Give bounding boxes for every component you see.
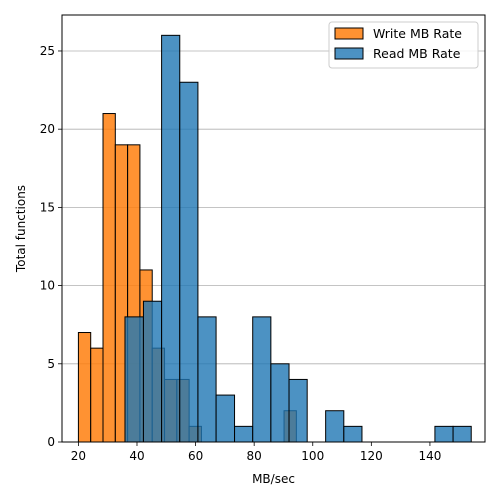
x-tick-label: 140 (418, 449, 441, 463)
y-axis-label: Total functions (14, 185, 28, 273)
y-axis-ticks: 0 5 10 15 20 25 (40, 44, 62, 449)
y-tick-label: 10 (40, 279, 55, 293)
bar-read-mb-rate (325, 410, 345, 443)
histogram-bars (77, 34, 472, 443)
legend: Write MB Rate Read MB Rate (328, 21, 479, 69)
bar-read-mb-rate (215, 394, 236, 443)
bar-read-mb-rate (234, 425, 254, 443)
legend-label-write: Write MB Rate (373, 26, 462, 41)
y-tick-label: 20 (40, 122, 55, 136)
x-tick-label: 60 (188, 449, 203, 463)
bar-read-mb-rate (288, 378, 308, 443)
bar-write-mb-rate (77, 332, 92, 443)
bar-read-mb-rate (161, 34, 181, 443)
bar-read-mb-rate (179, 81, 199, 443)
y-tick-label: 25 (40, 44, 55, 58)
plot-frame (61, 14, 486, 443)
bar-read-mb-rate (142, 300, 163, 443)
legend-swatch-read (334, 47, 364, 60)
bar-read-mb-rate (270, 363, 290, 443)
x-axis-label: MB/sec (252, 472, 295, 486)
bar-read-mb-rate (197, 316, 217, 443)
x-tick-label: 100 (301, 449, 324, 463)
legend-label-read: Read MB Rate (373, 46, 461, 61)
legend-box (328, 21, 479, 69)
x-tick-label: 40 (129, 449, 144, 463)
bar-read-mb-rate (452, 425, 472, 443)
x-tick-label: 120 (360, 449, 383, 463)
x-tick-label: 20 (71, 449, 86, 463)
y-tick-label: 5 (47, 357, 55, 371)
legend-swatch-write (334, 27, 364, 40)
bar-read-mb-rate (343, 425, 363, 443)
y-tick-label: 0 (47, 435, 55, 449)
x-tick-label: 80 (247, 449, 262, 463)
bar-write-mb-rate (90, 347, 104, 443)
bar-read-mb-rate (434, 425, 454, 443)
bar-read-mb-rate (252, 316, 272, 443)
bar-write-mb-rate (102, 113, 116, 443)
y-tick-label: 15 (40, 200, 55, 214)
bar-read-mb-rate (124, 316, 144, 443)
x-axis-ticks: 20 40 60 80 100 120 140 (71, 442, 441, 463)
